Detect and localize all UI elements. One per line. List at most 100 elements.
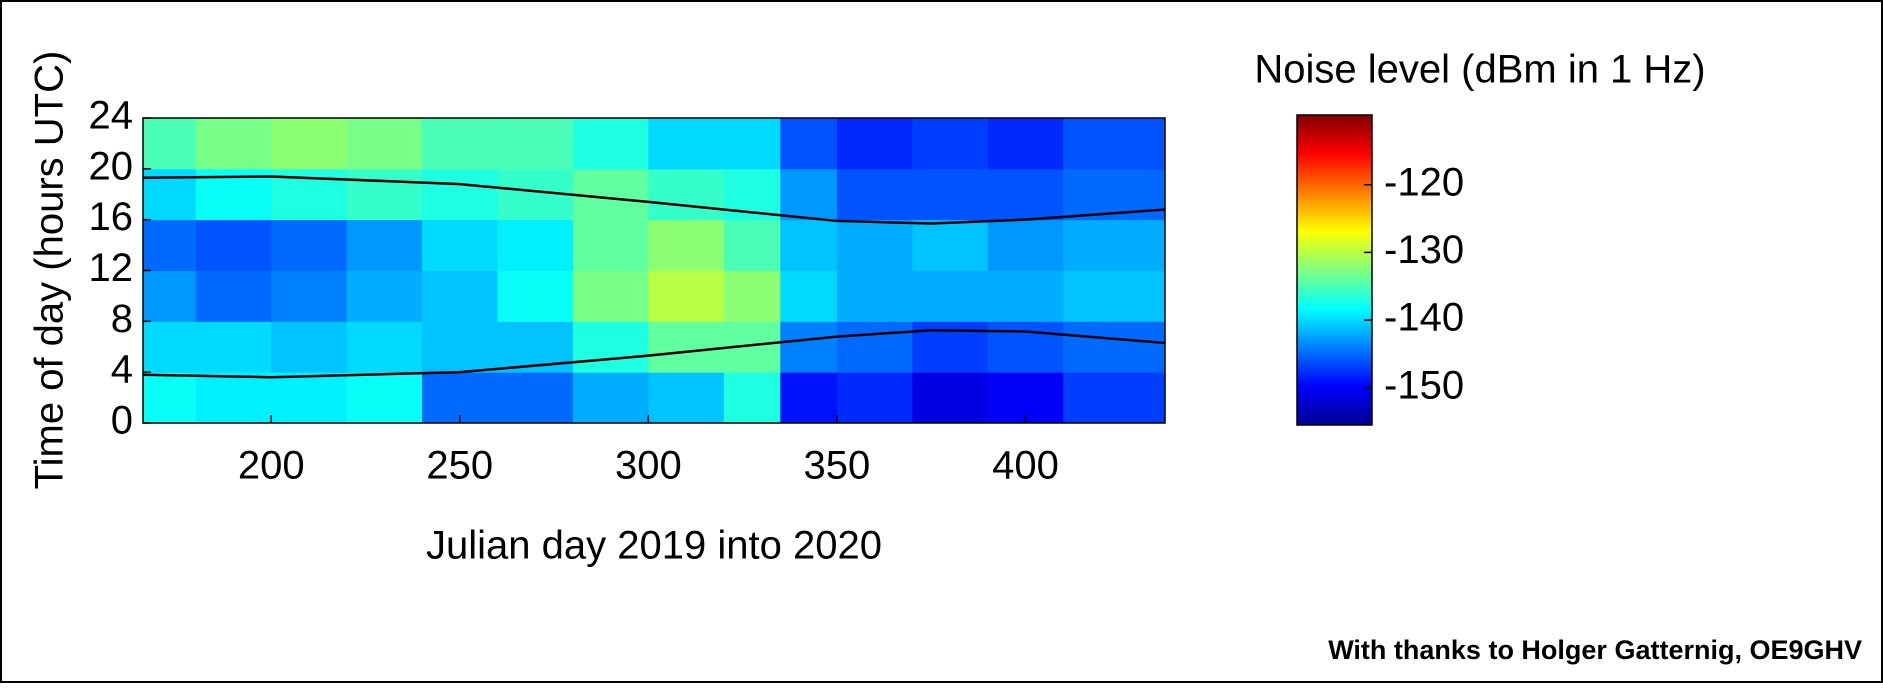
- heat-cell: [195, 372, 272, 424]
- heat-cell: [780, 118, 838, 170]
- heat-cell: [271, 118, 348, 170]
- heat-cell: [912, 372, 989, 424]
- y-tick-label: 12: [89, 246, 134, 290]
- heat-cell: [271, 270, 348, 322]
- heat-cell: [195, 219, 272, 271]
- heat-cell: [780, 372, 838, 424]
- heat-cell: [1063, 219, 1166, 271]
- heat-cell: [780, 270, 838, 322]
- heat-cell: [572, 168, 649, 221]
- heat-cell: [648, 219, 725, 271]
- heat-cell: [648, 118, 725, 170]
- heat-cell: [1063, 372, 1166, 424]
- heat-cell: [1063, 118, 1166, 170]
- heat-cell: [346, 168, 423, 221]
- heat-cell: [780, 321, 838, 373]
- heat-cell: [422, 219, 498, 271]
- heat-cell: [723, 372, 781, 424]
- heat-cell: [1063, 270, 1166, 322]
- heat-cell: [143, 372, 197, 424]
- heat-cell: [836, 270, 913, 322]
- heat-cell: [422, 118, 498, 170]
- y-tick-label: 8: [111, 297, 133, 341]
- heat-cell: [987, 118, 1064, 170]
- heat-cell: [346, 321, 423, 373]
- heat-cell: [497, 118, 574, 170]
- heat-cell: [987, 219, 1064, 271]
- heat-cell: [648, 321, 725, 373]
- y-tick-label: 0: [111, 399, 133, 443]
- y-tick-label: 24: [89, 94, 134, 138]
- heat-cell: [422, 372, 498, 424]
- heat-cell: [497, 270, 574, 322]
- x-tick-label: 250: [426, 444, 493, 488]
- heat-cell: [572, 270, 649, 322]
- heat-cell: [497, 219, 574, 271]
- heat-cell: [912, 321, 989, 373]
- heat-cell: [912, 168, 989, 221]
- y-tick-label: 4: [111, 348, 133, 392]
- heat-cell: [987, 168, 1064, 221]
- heat-cell: [1063, 321, 1166, 373]
- x-tick-label: 200: [238, 444, 305, 488]
- heat-cell: [195, 270, 272, 322]
- colorbar-tick-label: -120: [1384, 160, 1464, 204]
- heat-cell: [836, 168, 913, 221]
- heat-cell: [346, 270, 423, 322]
- heat-cell: [572, 118, 649, 170]
- heat-cell: [836, 321, 913, 373]
- heat-cell: [143, 118, 197, 170]
- credit: With thanks to Holger Gatternig, OE9GHV: [1328, 635, 1862, 665]
- heat-cell: [648, 168, 725, 221]
- heat-cell: [723, 270, 781, 322]
- heat-cell: [346, 219, 423, 271]
- heat-cell: [195, 321, 272, 373]
- heat-cell: [271, 321, 348, 373]
- heat-cell: [987, 372, 1064, 424]
- colorbar-tick-label: -140: [1384, 296, 1464, 340]
- heat-cell: [143, 321, 197, 373]
- y-tick-label: 16: [89, 195, 134, 239]
- heat-cell: [497, 372, 574, 424]
- heat-cell: [780, 219, 838, 271]
- heat-cell: [648, 270, 725, 322]
- heat-cell: [195, 118, 272, 170]
- colorbar-title: Noise level (dBm in 1 Hz): [1254, 48, 1705, 92]
- y-tick-label: 20: [89, 144, 134, 188]
- heat-cell: [836, 118, 913, 170]
- heat-cell: [912, 219, 989, 271]
- x-tick-label: 400: [992, 444, 1059, 488]
- curve: [142, 328, 1166, 379]
- heat-cell: [422, 270, 498, 322]
- heat-cell: [780, 168, 838, 221]
- heat-cell: [346, 118, 423, 170]
- heat-cell: [143, 219, 197, 271]
- heat-cell: [572, 321, 649, 373]
- heat-cell: [836, 219, 913, 271]
- heat-cell: [836, 372, 913, 424]
- heat-cell: [723, 118, 781, 170]
- heat-cell: [422, 168, 498, 221]
- y-axis-label: Time of day (hours UTC): [28, 51, 72, 490]
- heat-cell: [422, 321, 498, 373]
- heat-cell: [346, 372, 423, 424]
- heat-cell: [572, 372, 649, 424]
- heat-cell: [723, 219, 781, 271]
- colorbar-tick-label: -130: [1384, 228, 1464, 272]
- heat-cell: [912, 270, 989, 322]
- x-tick-label: 350: [804, 444, 871, 488]
- heat-cell: [271, 372, 348, 424]
- x-axis-label: Julian day 2019 into 2020: [426, 524, 882, 568]
- heat-cell: [572, 219, 649, 271]
- heat-cell: [987, 270, 1064, 322]
- x-tick-label: 300: [615, 444, 682, 488]
- heat-cell: [271, 219, 348, 271]
- curve: [142, 175, 1166, 225]
- heat-cell: [648, 372, 725, 424]
- colorbar: [1296, 114, 1373, 426]
- colorbar-tick-label: -150: [1384, 363, 1464, 407]
- heat-cell: [987, 321, 1064, 373]
- heat-cell: [143, 270, 197, 322]
